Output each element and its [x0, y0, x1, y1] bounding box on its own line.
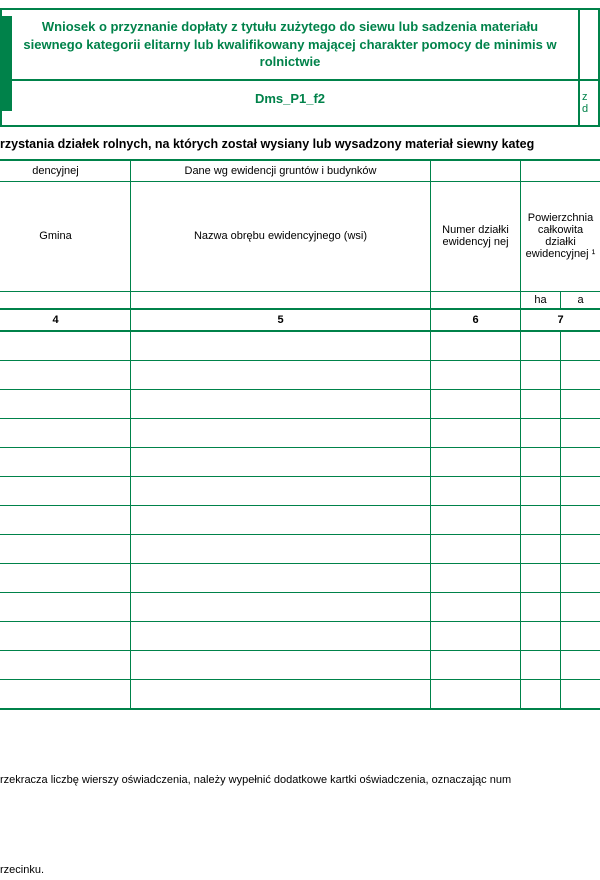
- unit-ha-1: ha: [521, 292, 561, 308]
- sub-nazwa: [131, 291, 431, 309]
- footnote-2: rzecinku.: [0, 860, 600, 880]
- col-pow-calk: Powierzchnia całkowita działki ewidencyj…: [521, 181, 600, 291]
- form-header: Wniosek o przyznanie dopłaty z tytułu zu…: [0, 8, 600, 127]
- cell[interactable]: [431, 331, 521, 361]
- cell[interactable]: [521, 448, 600, 477]
- cell[interactable]: [521, 419, 600, 448]
- cell[interactable]: [431, 680, 521, 710]
- cell[interactable]: [521, 593, 600, 622]
- col-roslina-top: [521, 160, 600, 182]
- form-code: Dms_P1_f2: [2, 81, 580, 125]
- cell[interactable]: [131, 361, 431, 390]
- colnum-6: 6: [431, 309, 521, 331]
- unit-a-1: a: [561, 292, 600, 308]
- cell[interactable]: [431, 477, 521, 506]
- cell[interactable]: [131, 622, 431, 651]
- cell[interactable]: [431, 622, 521, 651]
- cell[interactable]: [0, 477, 131, 506]
- cell[interactable]: [521, 651, 600, 680]
- col-nazwa-obrebu: Nazwa obrębu ewidencyjnego (wsi): [131, 181, 431, 291]
- cell[interactable]: [131, 331, 431, 361]
- colnum-7: 7: [521, 309, 600, 331]
- cell[interactable]: [131, 651, 431, 680]
- cell[interactable]: [0, 331, 131, 361]
- cell[interactable]: [0, 448, 131, 477]
- cell[interactable]: [521, 361, 600, 390]
- cell[interactable]: [0, 622, 131, 651]
- header-side-cell-1: [580, 10, 598, 79]
- header-side-cell-2: z d: [580, 81, 598, 125]
- col-pow-gruntow-top: [431, 160, 521, 182]
- cell[interactable]: [431, 390, 521, 419]
- form-title: Wniosek o przyznanie dopłaty z tytułu zu…: [2, 10, 580, 79]
- footnote-1: rzekracza liczbę wierszy oświadczenia, n…: [0, 770, 600, 790]
- cell[interactable]: [431, 651, 521, 680]
- cell[interactable]: [0, 506, 131, 535]
- colgroup-ewid: dencyjnej: [0, 160, 131, 182]
- cell[interactable]: [0, 361, 131, 390]
- main-table: dencyjnej Dane wg ewidencji gruntów i bu…: [0, 159, 600, 711]
- cell[interactable]: [0, 593, 131, 622]
- cell[interactable]: [521, 390, 600, 419]
- sub-gmina: [0, 291, 131, 309]
- cell[interactable]: [131, 390, 431, 419]
- cell[interactable]: [0, 680, 131, 710]
- cell[interactable]: [521, 535, 600, 564]
- cell[interactable]: [521, 622, 600, 651]
- cell[interactable]: [521, 477, 600, 506]
- cell[interactable]: [431, 419, 521, 448]
- cell[interactable]: [431, 448, 521, 477]
- cell[interactable]: [521, 506, 600, 535]
- sub-pow-calk: ha a: [521, 291, 600, 309]
- section-title: rzystania działek rolnych, na których zo…: [0, 127, 600, 159]
- col-gmina: Gmina: [0, 181, 131, 291]
- cell[interactable]: [521, 331, 600, 361]
- cell[interactable]: [431, 593, 521, 622]
- cell[interactable]: [431, 564, 521, 593]
- cell[interactable]: [431, 535, 521, 564]
- cell[interactable]: [521, 680, 600, 710]
- cell[interactable]: [431, 506, 521, 535]
- sub-numer: [431, 291, 521, 309]
- cell[interactable]: [0, 535, 131, 564]
- cell[interactable]: [431, 361, 521, 390]
- cell[interactable]: [131, 506, 431, 535]
- cell[interactable]: [131, 593, 431, 622]
- cell[interactable]: [131, 564, 431, 593]
- cell[interactable]: [0, 651, 131, 680]
- cell[interactable]: [131, 535, 431, 564]
- cell[interactable]: [521, 564, 600, 593]
- colnum-4: 4: [0, 309, 131, 331]
- cell[interactable]: [0, 564, 131, 593]
- cell[interactable]: [131, 477, 431, 506]
- colnum-5: 5: [131, 309, 431, 331]
- cell[interactable]: [131, 448, 431, 477]
- col-numer-dzialki: Numer działki ewidencyj nej: [431, 181, 521, 291]
- cell[interactable]: [0, 390, 131, 419]
- cell[interactable]: [131, 680, 431, 710]
- cell[interactable]: [0, 419, 131, 448]
- colgroup-dane: Dane wg ewidencji gruntów i budynków: [131, 160, 431, 182]
- left-brand-strip: [0, 16, 12, 111]
- cell[interactable]: [131, 419, 431, 448]
